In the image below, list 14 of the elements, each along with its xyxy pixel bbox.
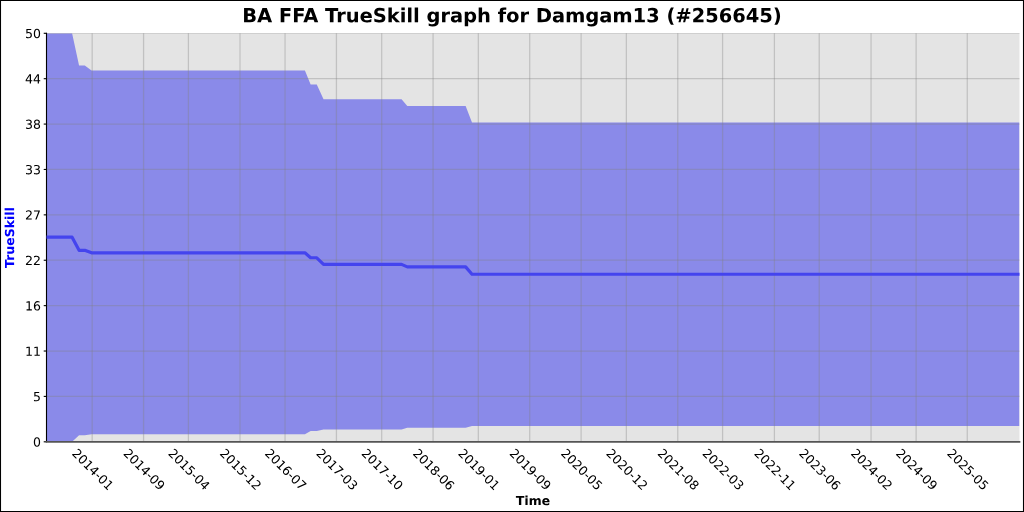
y-tick-label: 50 bbox=[26, 28, 41, 39]
y-tick-label: 0 bbox=[33, 437, 41, 447]
y-tick-label: 38 bbox=[25, 119, 41, 129]
y-tick-label: 11 bbox=[26, 346, 40, 356]
y-axis-title: TrueSkill bbox=[4, 208, 15, 268]
y-tick-label: 27 bbox=[25, 210, 40, 220]
y-tick-label: 5 bbox=[33, 392, 40, 402]
y-tick-label: 33 bbox=[25, 164, 40, 175]
chart-title: BA FFA TrueSkill graph for Damgam13 (#256645) bbox=[244, 7, 781, 27]
y-tick-label: 16 bbox=[26, 301, 41, 311]
x-axis-title: Time bbox=[515, 495, 550, 506]
line-series bbox=[46, 235, 1020, 276]
y-tick-label: 22 bbox=[25, 255, 40, 265]
y-tick-label: 44 bbox=[25, 74, 41, 84]
